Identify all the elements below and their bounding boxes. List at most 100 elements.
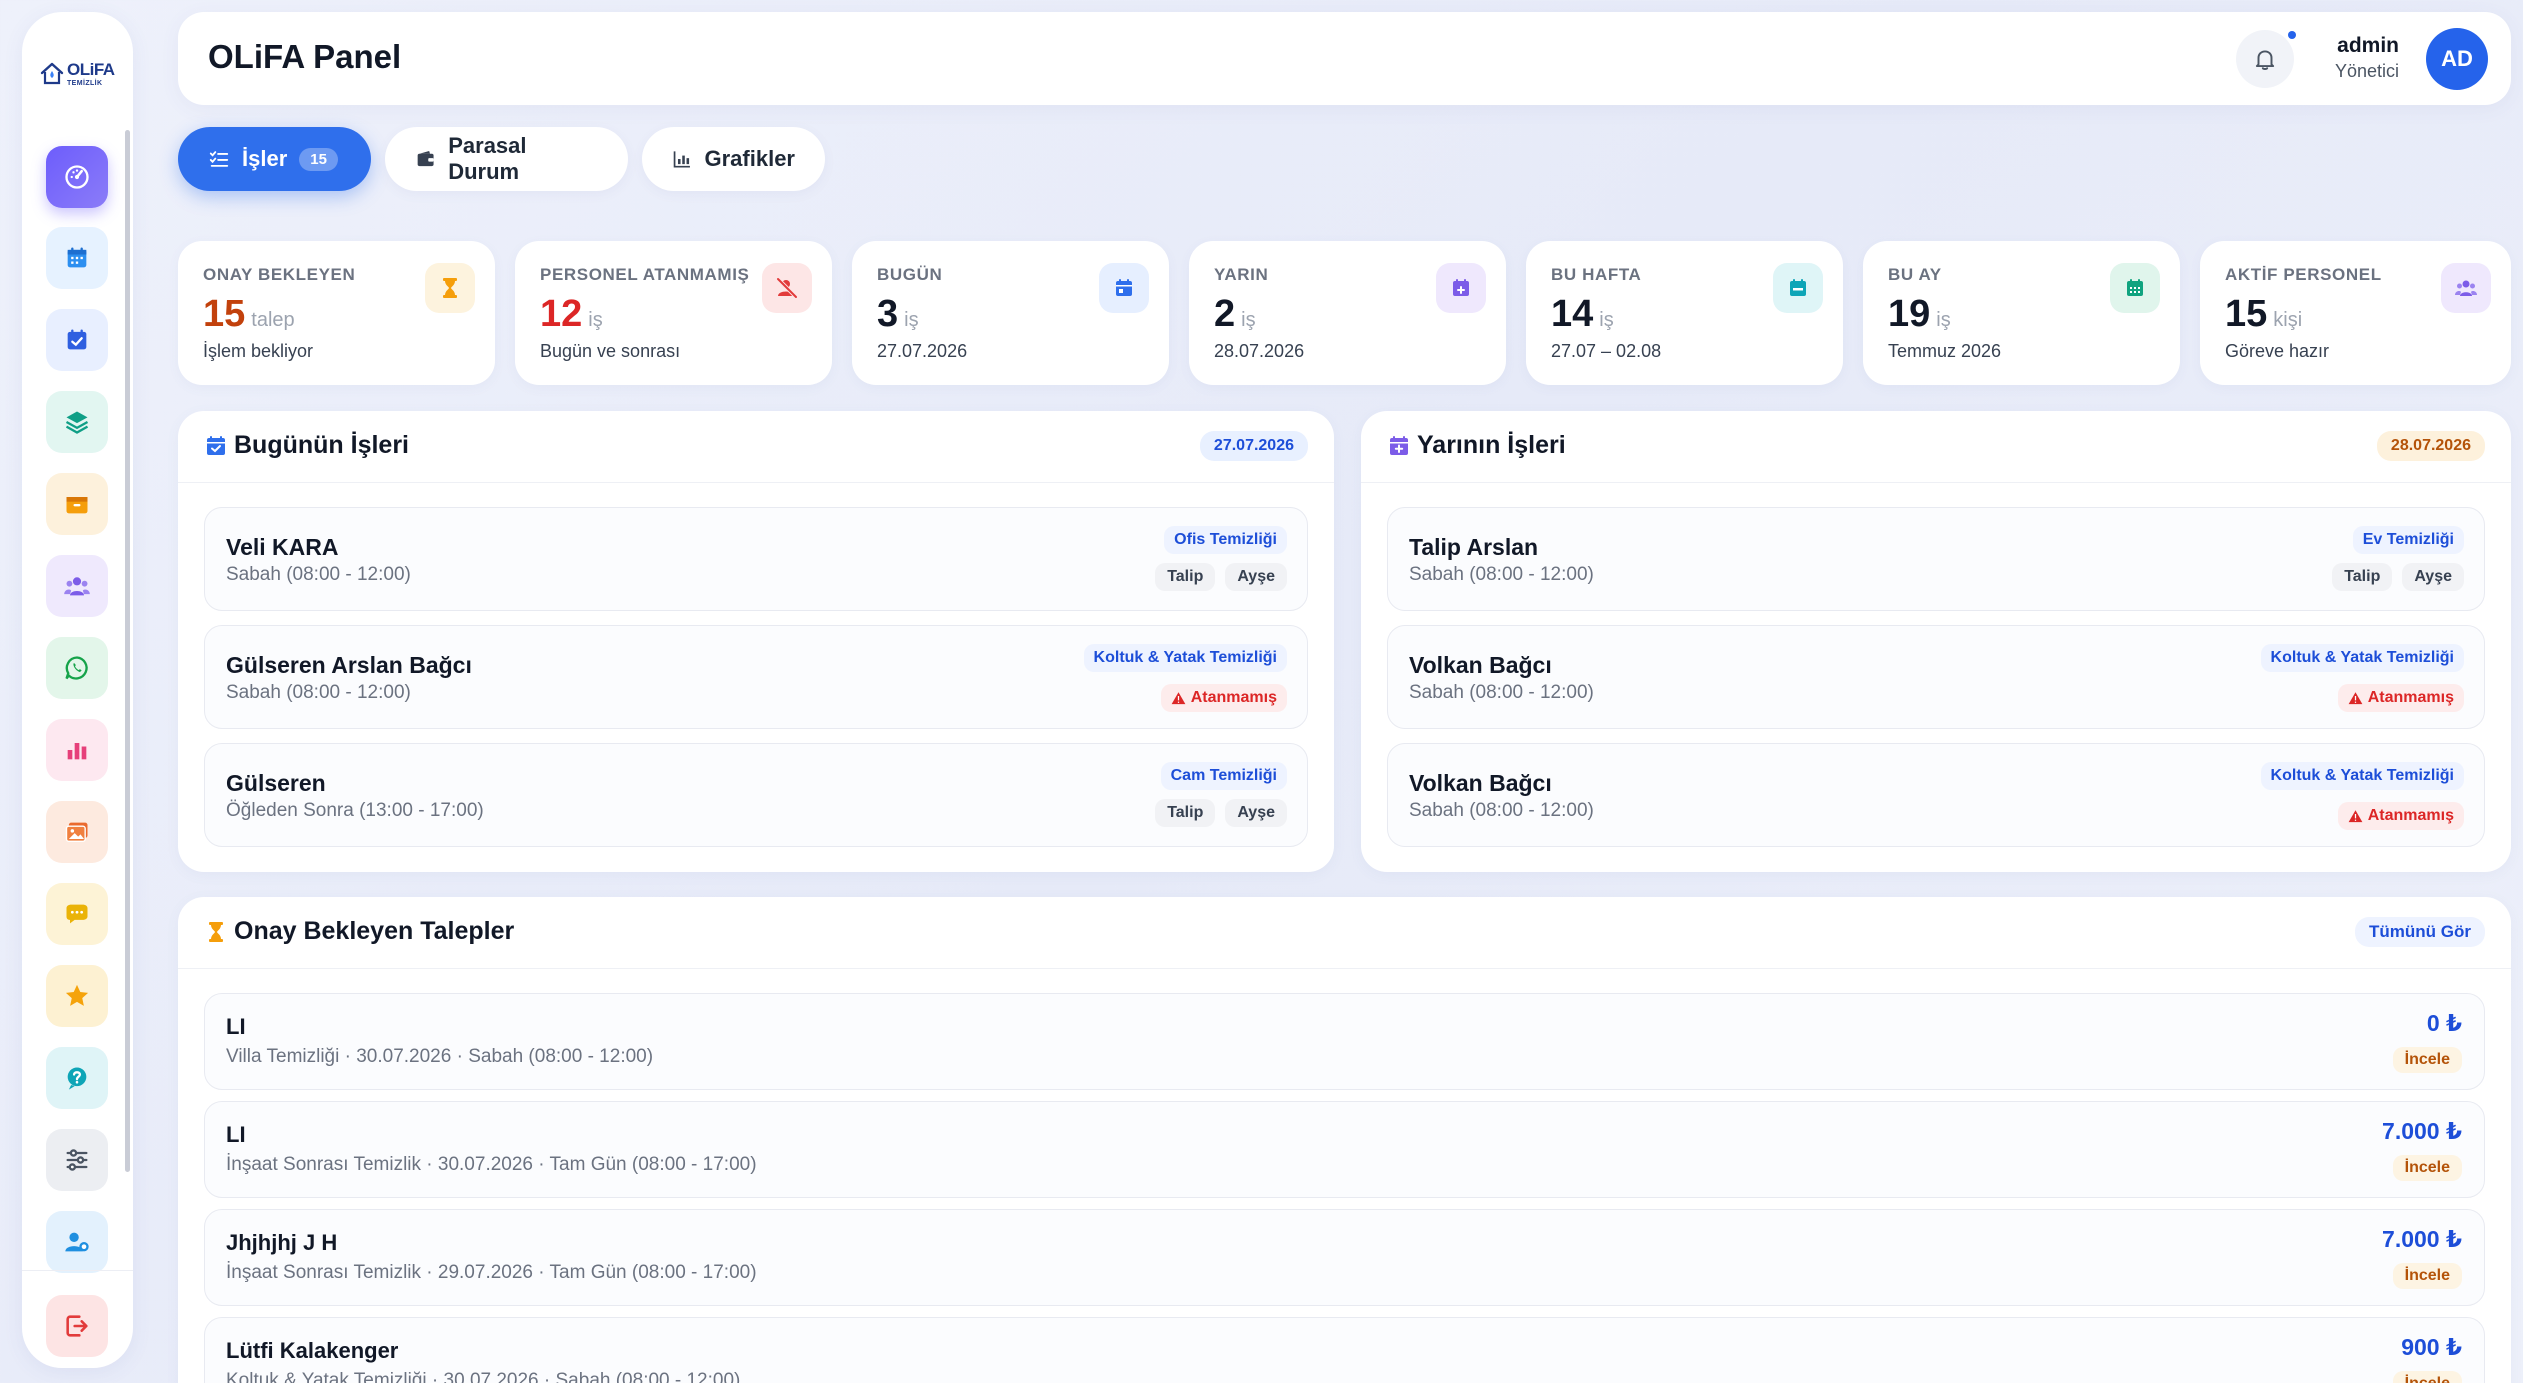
- stat-unit: iş: [1241, 309, 1256, 331]
- date-badge: 28.07.2026: [2376, 431, 2485, 461]
- calendar-plus-icon: [1390, 436, 1408, 455]
- dashboard-icon: [65, 165, 89, 189]
- job-card[interactable]: Gülseren Arslan Bağcı Sabah (08:00 - 12:…: [204, 625, 1308, 729]
- whatsapp-icon: [65, 656, 88, 680]
- tab-jobs[interactable]: İşler 15: [178, 127, 371, 191]
- job-customer-name: Volkan Bağcı: [1409, 770, 1552, 796]
- job-staff-list: Talip Ayşe: [1155, 563, 1287, 591]
- request-row[interactable]: LI İnşaat Sonrası Temizlik · 30.07.2026 …: [204, 1101, 2485, 1198]
- job-service-type: Koltuk & Yatak Temizliği: [2260, 762, 2464, 790]
- request-row[interactable]: LI Villa Temizliği · 30.07.2026 · Sabah …: [204, 993, 2485, 1090]
- request-customer-name: LI: [226, 1122, 246, 1147]
- job-customer-name: Veli KARA: [226, 534, 339, 560]
- stat-value: 15: [2225, 293, 2268, 335]
- bell-icon: [2255, 50, 2275, 70]
- sidebar-item-help[interactable]: [46, 1047, 108, 1109]
- logo-sub-text: TEMİZLİK: [67, 80, 103, 87]
- stat-icon-box: [2441, 263, 2491, 313]
- stat-card-this-month[interactable]: BU AY 19 iş Temmuz 2026: [1863, 241, 2180, 385]
- stat-sub: 27.07 – 02.08: [1551, 341, 1662, 361]
- stat-card-this-week[interactable]: BU HAFTA 14 iş 27.07 – 02.08: [1526, 241, 1843, 385]
- request-row[interactable]: Jhjhjhj J H İnşaat Sonrası Temizlik · 29…: [204, 1209, 2485, 1306]
- calendar-icon: [67, 247, 87, 268]
- review-button[interactable]: İncele: [2392, 1371, 2462, 1383]
- job-time: Sabah (08:00 - 12:00): [1409, 800, 1594, 821]
- job-service-type: Cam Temizliği: [1160, 762, 1287, 790]
- calendar-check-icon: [207, 436, 225, 455]
- stat-value: 14: [1551, 293, 1594, 335]
- request-customer-name: Jhjhjhj J H: [226, 1230, 338, 1255]
- review-button[interactable]: İncele: [2392, 1263, 2462, 1289]
- stat-value: 12: [540, 293, 583, 335]
- stat-card-active-staff[interactable]: AKTİF PERSONEL 15 kişi Göreve hazır: [2200, 241, 2511, 385]
- tab-charts[interactable]: Grafikler: [642, 127, 825, 191]
- job-card[interactable]: Volkan Bağcı Sabah (08:00 - 12:00) Koltu…: [1387, 625, 2485, 729]
- stat-value: 15: [203, 293, 246, 335]
- hourglass-icon: [443, 278, 457, 298]
- sidebar-scrollbar[interactable]: [125, 130, 130, 1172]
- user-name: admin: [2337, 34, 2399, 57]
- stat-sub: Temmuz 2026: [1888, 341, 2002, 361]
- request-price: 900 ₺: [2401, 1334, 2462, 1360]
- tab-jobs-badge: 15: [299, 147, 338, 171]
- sidebar-item-users[interactable]: [46, 555, 108, 617]
- stat-label: PERSONEL ATANMAMIŞ: [540, 265, 750, 284]
- stat-card-pending[interactable]: ONAY BEKLEYEN 15 talep İşlem bekliyor: [178, 241, 495, 385]
- request-detail: İnşaat Sonrası Temizlik · 29.07.2026 · T…: [226, 1262, 757, 1283]
- logout-icon: [66, 1315, 88, 1337]
- sidebar-item-layers[interactable]: [46, 391, 108, 453]
- request-row[interactable]: Lütfi Kalakenger Koltuk & Yatak Temizliğ…: [204, 1317, 2485, 1383]
- job-card[interactable]: Veli KARA Sabah (08:00 - 12:00) Ofis Tem…: [204, 507, 1308, 611]
- stat-card-tomorrow[interactable]: YARIN 2 iş 28.07.2026: [1189, 241, 1506, 385]
- sidebar-item-comments[interactable]: [46, 883, 108, 945]
- calendar-week-icon: [1790, 279, 1806, 296]
- user-role: Yönetici: [2334, 61, 2399, 81]
- sidebar-item-box[interactable]: [46, 473, 108, 535]
- job-service-type: Ofis Temizliği: [1164, 526, 1287, 554]
- sidebar-item-calendar[interactable]: [46, 227, 108, 289]
- stat-label: AKTİF PERSONEL: [2225, 265, 2382, 284]
- stat-sub: 27.07.2026: [877, 341, 968, 361]
- sidebar-item-reviews[interactable]: [46, 965, 108, 1027]
- job-card[interactable]: Volkan Bağcı Sabah (08:00 - 12:00) Koltu…: [1387, 743, 2485, 847]
- panel-title: Yarının İşleri: [1417, 431, 1566, 459]
- logout-button[interactable]: [46, 1295, 108, 1357]
- stat-sub: İşlem bekliyor: [203, 341, 314, 361]
- stat-unit: talep: [251, 309, 295, 331]
- stat-value: 2: [1214, 293, 1236, 335]
- job-card[interactable]: Gülseren Öğleden Sonra (13:00 - 17:00) C…: [204, 743, 1308, 847]
- panel-title: Onay Bekleyen Talepler: [234, 917, 515, 945]
- stat-label: YARIN: [1214, 265, 1269, 284]
- house-logo-icon: [40, 62, 64, 85]
- users-icon: [2455, 280, 2477, 296]
- see-all-button[interactable]: Tümünü Gör: [2355, 917, 2485, 947]
- job-card[interactable]: Talip Arslan Sabah (08:00 - 12:00) Ev Te…: [1387, 507, 2485, 611]
- sidebar-item-whatsapp[interactable]: [46, 637, 108, 699]
- stat-icon-box: [425, 263, 475, 313]
- sidebar-item-settings[interactable]: [46, 1129, 108, 1191]
- calendar-check-icon: [67, 329, 87, 350]
- stat-label: BU HAFTA: [1551, 265, 1642, 284]
- sidebar-item-user-settings[interactable]: [46, 1211, 108, 1273]
- sidebar-item-calendar-check[interactable]: [46, 309, 108, 371]
- stat-sub: Göreve hazır: [2225, 341, 2330, 361]
- gallery-icon: [65, 822, 88, 843]
- sidebar-item-gallery[interactable]: [46, 801, 108, 863]
- stat-label: BU AY: [1888, 265, 1942, 284]
- sidebar-item-dashboard[interactable]: [46, 146, 108, 208]
- sliders-icon: [66, 1149, 88, 1171]
- sidebar-item-reports[interactable]: [46, 719, 108, 781]
- warning-icon: [2348, 809, 2363, 822]
- notifications-button[interactable]: [2236, 30, 2294, 88]
- stat-icon-box: [762, 263, 812, 313]
- bar-chart-icon: [67, 743, 87, 760]
- avatar[interactable]: AD: [2426, 28, 2488, 90]
- review-button[interactable]: İncele: [2392, 1155, 2462, 1181]
- logo[interactable]: OLiFA TEMİZLİK: [40, 46, 116, 102]
- stat-card-today[interactable]: BUGÜN 3 iş 27.07.2026: [852, 241, 1169, 385]
- calendar-month-icon: [2127, 279, 2143, 296]
- tab-financial-status[interactable]: Parasal Durum: [385, 127, 628, 191]
- box-icon: [66, 497, 88, 514]
- stat-card-unassigned[interactable]: PERSONEL ATANMAMIŞ 12 iş Bugün ve sonrası: [515, 241, 832, 385]
- review-button[interactable]: İncele: [2392, 1047, 2462, 1073]
